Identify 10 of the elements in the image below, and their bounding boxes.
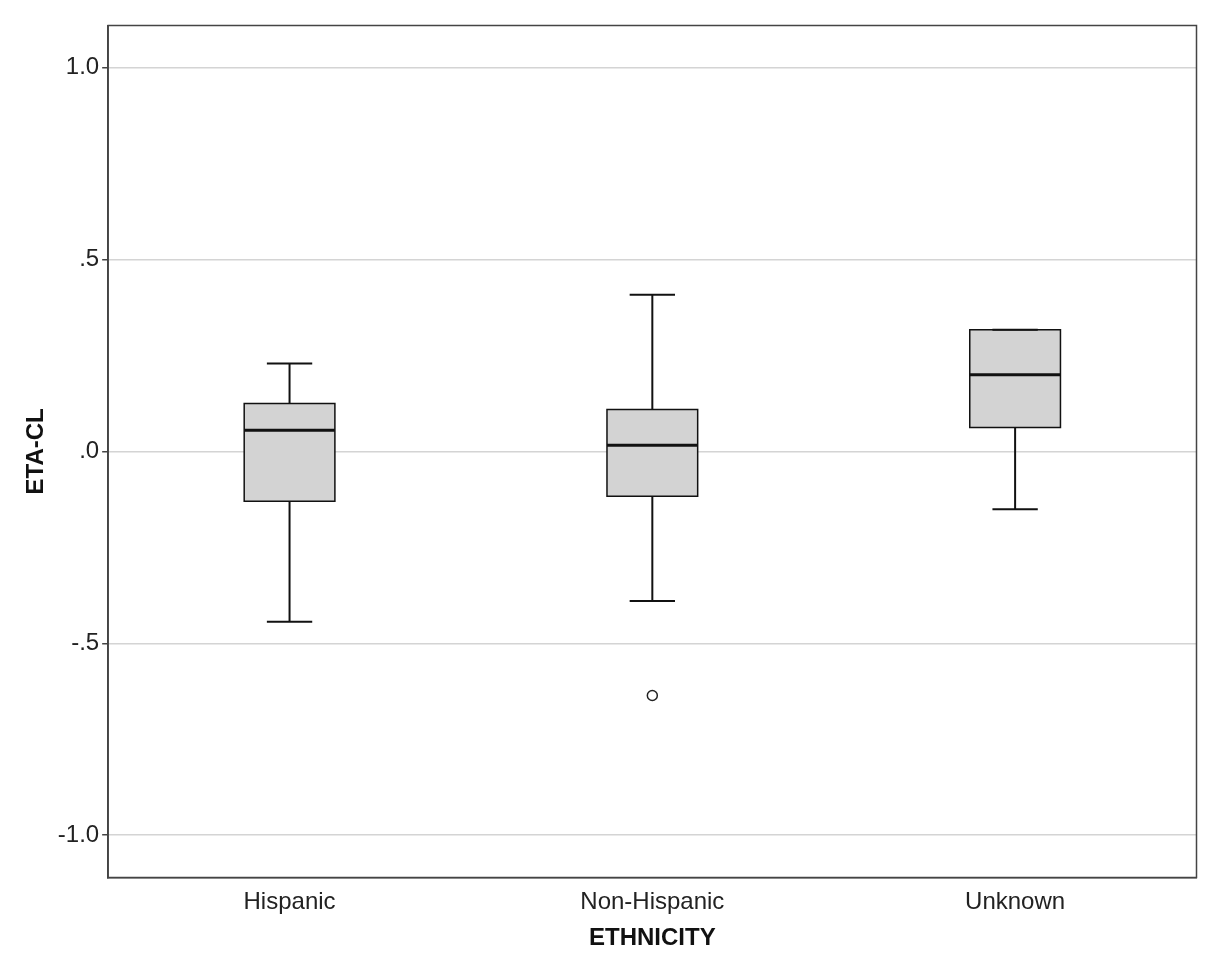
y-tick-label: .5 [79,244,100,272]
y-tick-label: 1.0 [65,52,100,80]
x-tick-label: Unknown [965,887,1066,915]
y-axis-title: ETA-CL [21,408,49,495]
x-tick-label: Hispanic [243,887,336,915]
y-tick-label: .0 [79,436,100,464]
y-tick-label: -.5 [71,627,100,655]
x-axis-title: ETHNICITY [588,923,716,951]
y-tick-label: -1.0 [57,819,100,847]
x-tick-label: Non-Hispanic [580,887,725,915]
